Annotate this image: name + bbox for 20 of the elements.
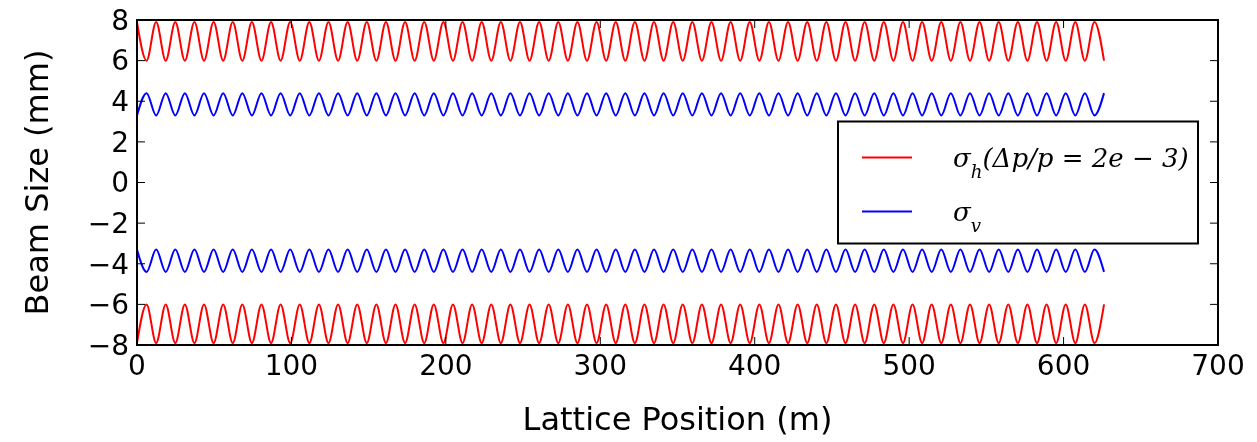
y-tick-label: 4 — [111, 85, 129, 119]
x-tick-label: 100 — [264, 349, 319, 382]
y-tick-label: 0 — [111, 166, 129, 200]
x-tick-label: 400 — [727, 349, 782, 382]
legend-label: σ$_{v}$ — [953, 196, 982, 236]
y-tick-label: −6 — [87, 288, 129, 322]
x-tick-label: 200 — [419, 349, 473, 382]
y-tick-label: 2 — [111, 125, 129, 159]
y-tick-label: −8 — [87, 328, 129, 362]
x-tick-label: 600 — [1036, 349, 1091, 382]
legend-label: σ$_{h}$(Δp/p = 2e − 3) — [953, 142, 1189, 182]
x-tick-label: 700 — [1191, 349, 1245, 382]
x-axis-title: Lattice Position (m) — [522, 400, 833, 438]
x-tick-label: 500 — [882, 349, 936, 382]
y-tick-label: 6 — [111, 44, 129, 78]
y-tick-label: −4 — [87, 247, 129, 281]
x-tick-label: 300 — [573, 349, 628, 382]
y-tick-label: 8 — [111, 3, 129, 37]
y-axis-title: Beam Size (mm) — [18, 49, 56, 316]
y-tick-label: −2 — [87, 206, 129, 240]
